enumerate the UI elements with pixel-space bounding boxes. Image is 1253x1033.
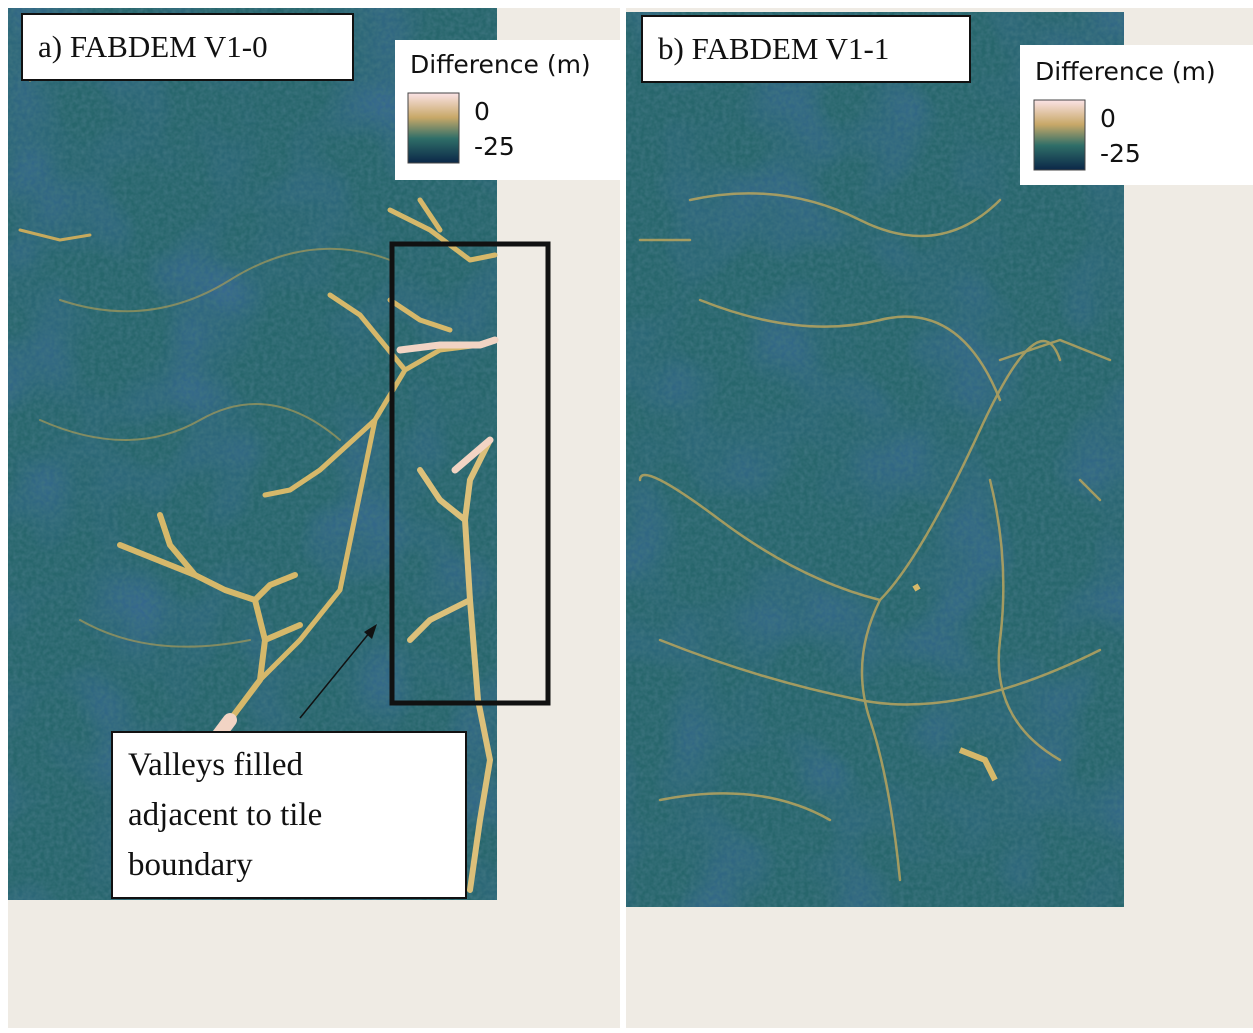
legend-label: 0	[474, 97, 490, 126]
colorbar	[1034, 100, 1085, 170]
panel-title: a) FABDEM V1-0	[38, 29, 268, 64]
legend-title: Difference (m)	[1035, 57, 1216, 86]
legend-label: 0	[1100, 104, 1116, 133]
annotation: Valleys filled	[128, 747, 304, 783]
legend-title: Difference (m)	[410, 50, 591, 79]
figure: a) FABDEM V1-0 Difference (m) 0 -25 Vall…	[0, 0, 1253, 1033]
legend-label: -25	[1100, 139, 1141, 168]
annotation: boundary	[128, 847, 253, 883]
panel-title: b) FABDEM V1-1	[658, 31, 889, 66]
annotation: adjacent to tile	[128, 797, 322, 833]
legend-label: -25	[474, 132, 515, 161]
colorbar	[408, 93, 459, 163]
